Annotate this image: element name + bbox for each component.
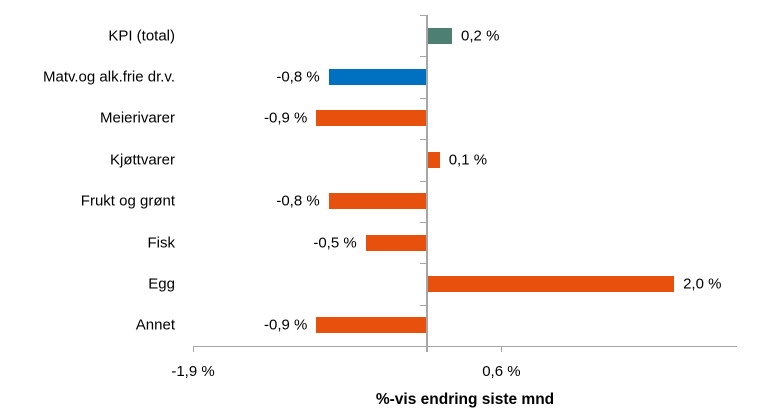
bar <box>316 110 428 127</box>
category-axis-line <box>426 15 429 352</box>
bar <box>427 151 440 168</box>
category-axis-tick <box>420 97 427 99</box>
value-label: 0,1 % <box>448 151 488 169</box>
category-label: KPI (total) <box>108 27 175 45</box>
value-axis-tick-label: -1,9 % <box>171 363 215 380</box>
category-label: Fisk <box>147 234 176 252</box>
value-axis-tick-label: 0,6 % <box>482 363 521 380</box>
category-label: Kjøttvarer <box>109 151 175 169</box>
category-axis-tick <box>420 304 427 306</box>
category-axis-tick <box>420 139 427 141</box>
value-label: -0,9 % <box>264 316 308 334</box>
value-axis-tick <box>501 346 503 352</box>
category-axis-tick <box>420 263 427 265</box>
category-label: Matv.og alk.frie dr.v. <box>43 68 175 86</box>
bar <box>328 69 428 86</box>
value-axis-line <box>193 346 737 347</box>
value-label: -0,8 % <box>276 68 320 86</box>
value-label: 2,0 % <box>683 275 722 293</box>
value-label: 0,2 % <box>461 27 500 45</box>
category-axis-tick <box>420 221 427 223</box>
value-label: -0,8 % <box>276 192 320 210</box>
bar <box>365 234 428 251</box>
value-axis-tick <box>193 346 194 352</box>
bar <box>427 275 675 292</box>
category-axis-tick <box>420 180 427 182</box>
category-label: Egg <box>148 275 175 293</box>
value-label: -0,5 % <box>313 234 357 252</box>
bar <box>328 193 428 210</box>
category-axis-tick <box>420 15 427 16</box>
category-label: Annet <box>135 316 175 334</box>
bar <box>427 27 453 44</box>
x-axis-title: %-vis endring siste mnd <box>375 391 555 408</box>
category-label: Frukt og grønt <box>80 192 175 210</box>
category-label: Meierivarer <box>99 109 175 127</box>
bar <box>316 317 428 334</box>
category-axis-tick <box>420 56 427 58</box>
value-label: -0,9 % <box>264 109 308 127</box>
